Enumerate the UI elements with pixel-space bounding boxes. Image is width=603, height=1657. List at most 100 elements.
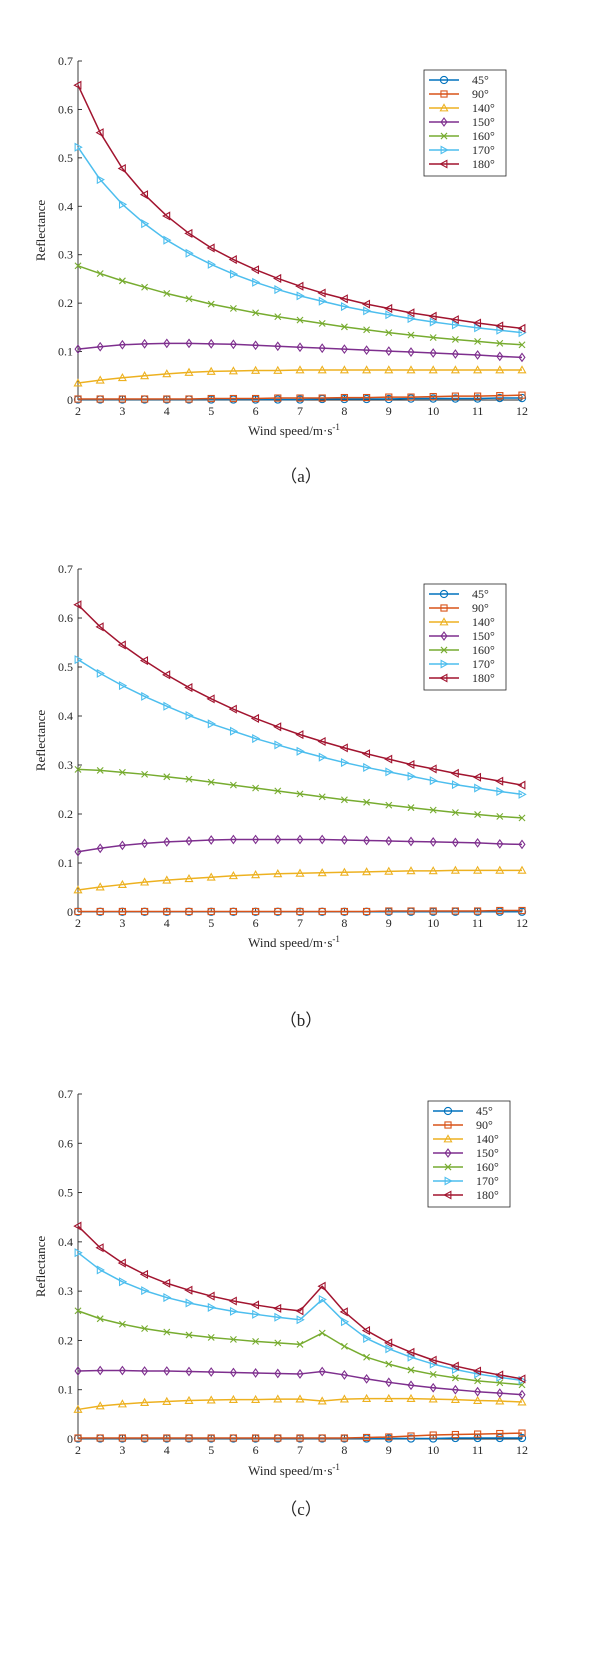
data-point [139, 656, 149, 666]
legend-marker [440, 90, 448, 98]
y-tick-label: 0.3 [58, 248, 73, 262]
data-point [228, 1394, 238, 1404]
data-point [385, 310, 394, 320]
legend-label: 140° [472, 615, 495, 629]
data-point [96, 175, 105, 185]
data-point [339, 1394, 349, 1403]
y-tick-label: 0.7 [58, 54, 73, 68]
data-point [141, 219, 150, 229]
data-point [117, 372, 127, 382]
data-point [95, 882, 105, 891]
legend-label: 150° [476, 1146, 499, 1160]
data-point [206, 366, 216, 375]
data-point [229, 1434, 238, 1442]
x-axis-label-sup: -1 [332, 1462, 340, 1472]
data-point [428, 311, 437, 321]
x-tick-label: 2 [75, 404, 81, 418]
chart-b: 0 0.1 0.2 0.3 0.4 0.5 0.6 0.7 2 3 4 5 6 7 8 9 10 11 12 Refl… [33, 562, 528, 1030]
data-point [384, 1338, 393, 1348]
panel-label: （a） [280, 467, 322, 486]
data-point [340, 758, 350, 768]
data-point [429, 1382, 437, 1393]
data-point [274, 394, 282, 402]
data-point [274, 787, 282, 795]
x-tick-label: 3 [119, 404, 125, 418]
data-point [407, 771, 416, 781]
data-point [473, 392, 482, 400]
data-point [139, 190, 149, 200]
x-tick-label: 10 [427, 916, 439, 930]
data-point [273, 1303, 282, 1313]
data-point [518, 1389, 526, 1400]
data-point [162, 670, 171, 680]
data-point [207, 1367, 215, 1377]
y-tick-label: 0.5 [58, 151, 73, 165]
data-point [473, 1430, 482, 1438]
data-point [406, 365, 416, 374]
data-point [185, 1331, 193, 1339]
y-tick-label: 0.7 [58, 562, 73, 576]
series-line-170° [77, 1252, 523, 1382]
series-line-140° [77, 369, 522, 384]
data-point [517, 1433, 527, 1443]
data-point [295, 365, 305, 374]
data-point [406, 1347, 415, 1357]
x-tick-label: 5 [208, 1443, 214, 1457]
data-point [184, 1285, 193, 1295]
data-point [496, 351, 504, 362]
data-point [472, 1366, 482, 1376]
x-tick-label: 11 [472, 916, 484, 930]
y-tick-label: 0.1 [58, 345, 73, 359]
data-point [496, 1388, 504, 1399]
x-tick-label: 7 [297, 404, 303, 418]
data-point [296, 1340, 304, 1348]
x-axis-label-sup: -1 [332, 934, 340, 944]
data-point [518, 352, 526, 363]
data-point [96, 395, 104, 403]
data-point [95, 375, 105, 384]
data-point [406, 308, 415, 318]
data-point [518, 839, 526, 850]
data-point [384, 303, 393, 314]
data-point [252, 784, 260, 792]
data-point [363, 345, 371, 356]
data-point [229, 269, 239, 279]
data-point [252, 834, 260, 845]
data-point [229, 781, 237, 789]
legend-marker [443, 1134, 453, 1143]
data-point [296, 834, 304, 845]
data-point [450, 365, 460, 374]
data-point [206, 694, 215, 704]
data-point [296, 291, 305, 301]
data-point [496, 1429, 504, 1438]
legend-label: 140° [472, 101, 495, 115]
data-point [318, 793, 326, 801]
data-point [140, 877, 150, 886]
data-point [185, 395, 193, 403]
data-point [385, 907, 393, 915]
data-point [185, 907, 193, 916]
y-axis-label: Reflectance [33, 710, 48, 772]
chart-a: 0 0.1 0.2 0.3 0.4 0.5 0.6 0.7 2 3 4 5 6 7 8 9 10 11 12 Refl… [33, 54, 528, 486]
legend-marker [439, 617, 449, 626]
data-point [163, 1366, 171, 1376]
data-point [141, 691, 150, 701]
data-point [274, 1312, 283, 1322]
data-point [428, 1355, 437, 1365]
data-point [251, 907, 260, 916]
data-point [162, 211, 171, 221]
x-tick-label: 8 [341, 1443, 347, 1457]
data-point [407, 1366, 415, 1374]
x-axis-label-text: Wind speed/m·s [248, 1463, 332, 1478]
data-point [252, 734, 261, 744]
data-point [362, 393, 371, 402]
data-point [96, 270, 104, 278]
data-point [274, 1368, 282, 1379]
legend-marker [440, 646, 448, 654]
data-point [385, 1360, 393, 1368]
data-point [385, 1377, 393, 1388]
x-tick-label: 8 [341, 404, 347, 418]
data-point [74, 907, 82, 916]
data-point [296, 1434, 304, 1442]
